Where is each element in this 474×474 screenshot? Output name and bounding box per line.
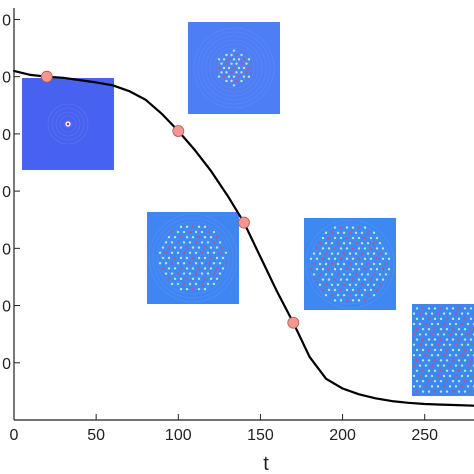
y-tick-label: 0 (2, 241, 11, 258)
inset-t280 (412, 304, 474, 396)
y-tick-label: 0 (2, 127, 11, 144)
data-marker (238, 216, 250, 229)
x-tick-label: 0 (10, 427, 19, 444)
x-tick-label: 150 (247, 427, 274, 444)
x-tick-label: 100 (165, 427, 192, 444)
inset-t170 (304, 218, 396, 310)
x-axis-title: t (263, 453, 269, 474)
x-tick-label: 250 (411, 427, 438, 444)
inset-t140 (147, 212, 239, 304)
data-marker (40, 70, 53, 83)
y-tick-label: 0 (2, 12, 11, 29)
y-tick-label: 0 (2, 184, 11, 201)
data-markers (40, 70, 300, 329)
x-tick-label: 50 (87, 427, 105, 444)
data-marker (287, 316, 300, 329)
inset-t100 (188, 22, 280, 114)
inset-t20 (22, 78, 114, 170)
y-tick-label: 0 (2, 299, 11, 316)
tick-labels: 0 50 100 150 200 250 0 0 0 0 0 0 0 (2, 12, 438, 444)
x-tick-label: 200 (329, 427, 356, 444)
y-tick-label: 0 (2, 70, 11, 87)
y-tick-label: 0 (2, 356, 11, 373)
axes (13, 8, 474, 421)
data-marker (172, 125, 185, 137)
inset-images-layer (22, 22, 474, 396)
